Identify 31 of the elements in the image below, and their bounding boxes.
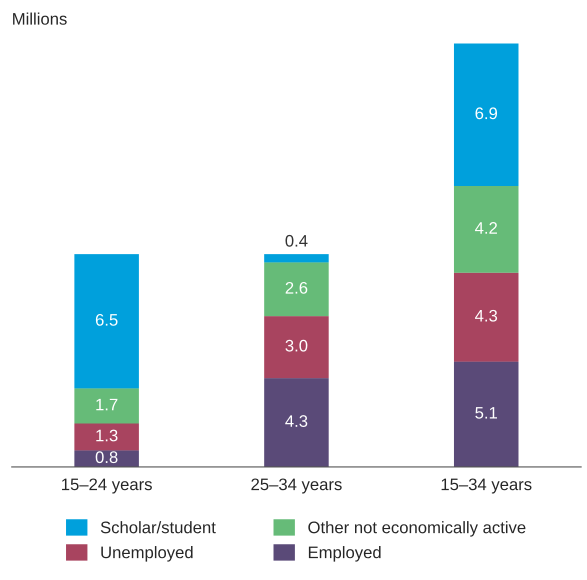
data-label: 0.4 [286,234,308,247]
bar [74,254,139,388]
bar [454,272,518,362]
bar [454,362,518,467]
data-label: 1.3 [96,430,118,442]
data-label: 1.7 [96,398,118,410]
bar [264,262,329,316]
data-label: 2.6 [286,282,308,294]
bar [454,186,518,273]
data-label: 4.3 [285,415,308,427]
bar [74,424,139,450]
data-label: 6.9 [475,107,498,120]
bar [264,378,329,467]
data-label: 6.5 [96,314,118,326]
x-tick-label: 15–24 years [62,478,152,494]
bar [74,388,139,424]
x-tick-label: 15–34 years [442,478,532,494]
legend-label: Unemployed [101,546,193,562]
data-label: 4.3 [475,310,498,322]
data-label: 3.0 [285,340,308,352]
bar [264,316,329,378]
legend-label: Scholar/student [100,521,216,534]
data-label: 5.1 [475,407,498,419]
bar [454,44,518,186]
bar [264,254,329,262]
data-label: 0.8 [96,451,118,464]
x-tick-label: 25–34 years [251,478,342,494]
y-axis-title: Millions [13,12,67,25]
data-label: 4.2 [475,222,497,234]
legend-label: Employed [308,546,381,562]
legend-label: Other not economically active [308,521,526,537]
